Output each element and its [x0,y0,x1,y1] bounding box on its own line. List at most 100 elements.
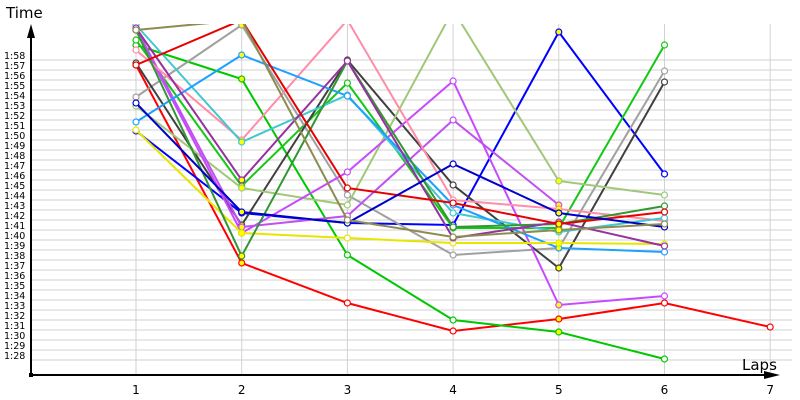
y-tick-label: 1:36 [4,271,25,282]
series-line-navy-a [135,102,665,228]
y-tick-label: 1:37 [4,261,25,272]
y-tick-label: 1:29 [4,341,25,352]
data-point-marker [449,233,457,241]
series-line-green-a [135,44,665,360]
data-point-marker [449,316,457,324]
data-point-marker [555,209,563,217]
series-line-red-b [135,24,665,226]
data-point-marker [238,138,246,146]
y-tick-label: 1:42 [4,211,25,222]
data-point-marker [132,126,140,134]
data-point-marker [132,36,140,44]
data-point-marker [660,41,669,49]
y-tick-label: 1:53 [4,101,25,112]
data-point-marker [449,209,457,217]
data-point-marker [555,177,563,185]
data-point-marker [238,51,246,59]
x-tick-label: 5 [555,383,563,397]
series-line-magenta-a [135,29,665,307]
data-point-marker [660,355,669,363]
data-point-marker [238,252,246,260]
data-point-marker [660,208,669,216]
series-line-lightgreen-a [135,24,665,207]
y-tick-label: 1:34 [4,291,25,302]
data-point-marker [132,26,140,34]
data-point-marker [238,229,246,237]
series-line-pink-a [135,24,665,222]
data-point-marker [766,323,774,331]
data-point-marker [449,181,457,189]
y-tick-label: 1:56 [4,71,25,82]
data-point-marker [132,118,140,126]
y-tick-label: 1:50 [4,131,25,142]
series-line-purple-a [135,27,665,247]
y-tick-label: 1:45 [4,181,25,192]
data-point-marker [555,28,563,36]
data-point-marker [343,168,351,176]
y-tick-label: 1:31 [4,321,25,332]
data-point-marker [555,220,563,228]
y-tick-label: 1:33 [4,301,25,312]
origin-marker [29,373,33,377]
data-point-marker [555,328,563,336]
data-point-marker [343,57,351,65]
data-point-marker [660,191,669,199]
data-point-marker [555,264,563,272]
data-point-marker [343,216,351,224]
data-point-marker [449,223,457,231]
data-point-marker [343,234,351,242]
x-tick-label: 4 [449,383,457,397]
x-tick-label: 1 [132,383,140,397]
data-point-marker [449,77,457,85]
y-axis-title: Time [5,4,43,22]
y-tick-label: 1:35 [4,281,25,292]
data-point-marker [344,17,350,23]
x-axis-arrow-icon [764,371,780,379]
data-point-marker [450,7,456,13]
y-tick-label: 1:38 [4,251,25,262]
y-tick-label: 1:51 [4,121,25,132]
x-tick-labels: 1 2 3 4 5 6 7 [132,383,774,397]
data-point-marker [660,292,669,300]
data-point-marker [660,299,669,307]
y-tick-label: 1:43 [4,201,25,212]
y-tick-label: 1:39 [4,241,25,252]
data-point-marker [343,184,351,192]
y-tick-label: 1:41 [4,221,25,232]
y-tick-labels: 1:581:571:561:551:541:531:521:511:501:49… [4,51,25,362]
data-point-marker [449,327,457,335]
data-point-marker [449,160,457,168]
data-point-marker [449,199,457,207]
y-tick-label: 1:57 [4,61,25,72]
data-point-marker [238,176,246,184]
data-point-marker [343,92,351,100]
y-axis-arrow-icon [27,24,35,38]
data-point-marker [660,67,669,75]
y-tick-label: 1:30 [4,331,25,342]
data-point-marker [449,251,457,259]
y-tick-label: 1:46 [4,171,25,182]
data-point-marker [660,78,669,86]
y-tick-label: 1:55 [4,81,25,92]
y-tick-label: 1:47 [4,161,25,172]
data-point-marker [555,239,563,247]
data-point-marker [660,248,669,256]
series-line-darkgrey-a [135,58,666,270]
y-tick-label: 1:58 [4,51,25,62]
data-point-marker [449,116,457,124]
x-tick-label: 3 [344,383,352,397]
data-point-marker [660,170,669,178]
data-point-marker [132,99,140,107]
series-line-green-b [135,39,666,229]
y-tick-label: 1:32 [4,311,25,322]
y-tick-label: 1:49 [4,141,25,152]
x-tick-label: 6 [661,383,669,397]
data-point-marker [660,242,669,250]
data-point-marker [660,202,669,210]
data-point-marker [238,75,246,83]
series-line-olive-a [135,24,665,239]
data-point-marker [343,79,351,87]
series-line-grey-a [135,24,666,257]
data-point-marker [343,251,351,259]
data-point-marker [343,191,351,199]
